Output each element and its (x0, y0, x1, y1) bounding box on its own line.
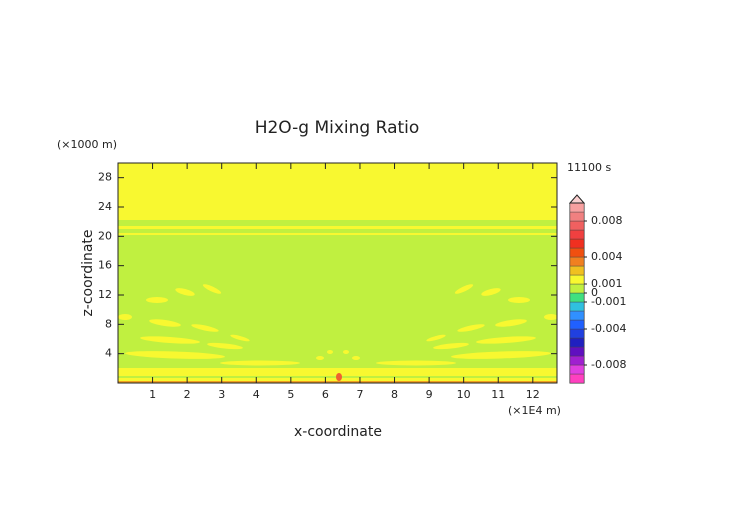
x-tick-label: 7 (356, 388, 363, 401)
field-band (118, 368, 557, 376)
x-tick-label: 5 (287, 388, 294, 401)
x-tick-label: 8 (391, 388, 398, 401)
y-axis-label: z-coordinate (80, 229, 96, 316)
colorbar-tick-label: 0.004 (591, 250, 623, 263)
colorbar-segment (569, 229, 585, 240)
y-tick-label: 24 (98, 200, 112, 213)
x-unit: (×1E4 m) (508, 404, 561, 417)
field-lobe (146, 297, 168, 303)
field-blob (336, 373, 342, 381)
x-tick-label: 6 (322, 388, 329, 401)
colorbar-extension (568, 194, 586, 204)
colorbar-segment (569, 319, 585, 330)
colorbar-tick-label: 0 (591, 286, 598, 299)
colorbar-segment (569, 346, 585, 357)
x-axis-label: x-coordinate (294, 424, 382, 440)
x-tick-label: 1 (149, 388, 156, 401)
colorbar-segment (569, 337, 585, 348)
y-tick-label: 28 (98, 171, 112, 184)
x-tick-label: 4 (253, 388, 260, 401)
field-lobe (230, 334, 250, 342)
colorbar-segment (569, 265, 585, 276)
colorbar-segment (569, 283, 585, 294)
y-unit: (×1000 m) (57, 138, 117, 151)
colorbar-segment (569, 211, 585, 222)
colorbar-segment (569, 202, 585, 213)
plot-frame (117, 162, 558, 384)
field-band (118, 163, 557, 220)
colorbar-segment (569, 328, 585, 339)
colorbar-segment (569, 238, 585, 249)
field-lobe (118, 314, 132, 320)
field-lobe (140, 336, 200, 344)
field-band (118, 226, 557, 229)
field-lobe (125, 351, 225, 359)
field-lobe (207, 342, 243, 350)
y-tick-label: 4 (105, 347, 112, 360)
field-lobe (191, 324, 219, 332)
field-lobe (327, 350, 333, 354)
x-tick-label: 11 (491, 388, 505, 401)
y-tick-label: 20 (98, 229, 112, 242)
y-tick-label: 8 (105, 317, 112, 330)
colorbar-segment (569, 247, 585, 258)
colorbar-segment (569, 274, 585, 285)
colorbar-segment (569, 256, 585, 267)
colorbar-segment (569, 292, 585, 303)
colorbar-tick-label: 0.001 (591, 277, 623, 290)
colorbar-segment (569, 310, 585, 321)
chart-title: H2O-g Mixing Ratio (255, 118, 420, 138)
x-tick-label: 2 (184, 388, 191, 401)
colorbar-segment (569, 373, 585, 384)
colorbar-segment (569, 301, 585, 312)
field-lobe (220, 360, 300, 366)
field-lobe (202, 284, 222, 294)
x-tick-label: 10 (457, 388, 471, 401)
y-tick-label: 12 (98, 288, 112, 301)
x-tick-label: 9 (426, 388, 433, 401)
colorbar-segment (569, 220, 585, 231)
field-lobe (175, 288, 195, 296)
time-label: 11100 s (567, 161, 611, 174)
y-tick-label: 16 (98, 259, 112, 272)
colorbar-tick-label: -0.004 (591, 322, 626, 335)
field-band (118, 233, 557, 235)
colorbar-tick-label: -0.001 (591, 295, 626, 308)
field-lobes (118, 284, 333, 366)
field-lobe (316, 356, 324, 360)
x-tick-label: 12 (526, 388, 540, 401)
contour-field (118, 163, 557, 383)
x-tick-label: 3 (218, 388, 225, 401)
colorbar-segment (569, 364, 585, 375)
field-band (118, 381, 557, 383)
field-lobe (149, 319, 181, 327)
colorbar-segment (569, 355, 585, 366)
colorbar-tick-label: -0.008 (591, 358, 626, 371)
colorbar-tick-label: 0.008 (591, 214, 623, 227)
